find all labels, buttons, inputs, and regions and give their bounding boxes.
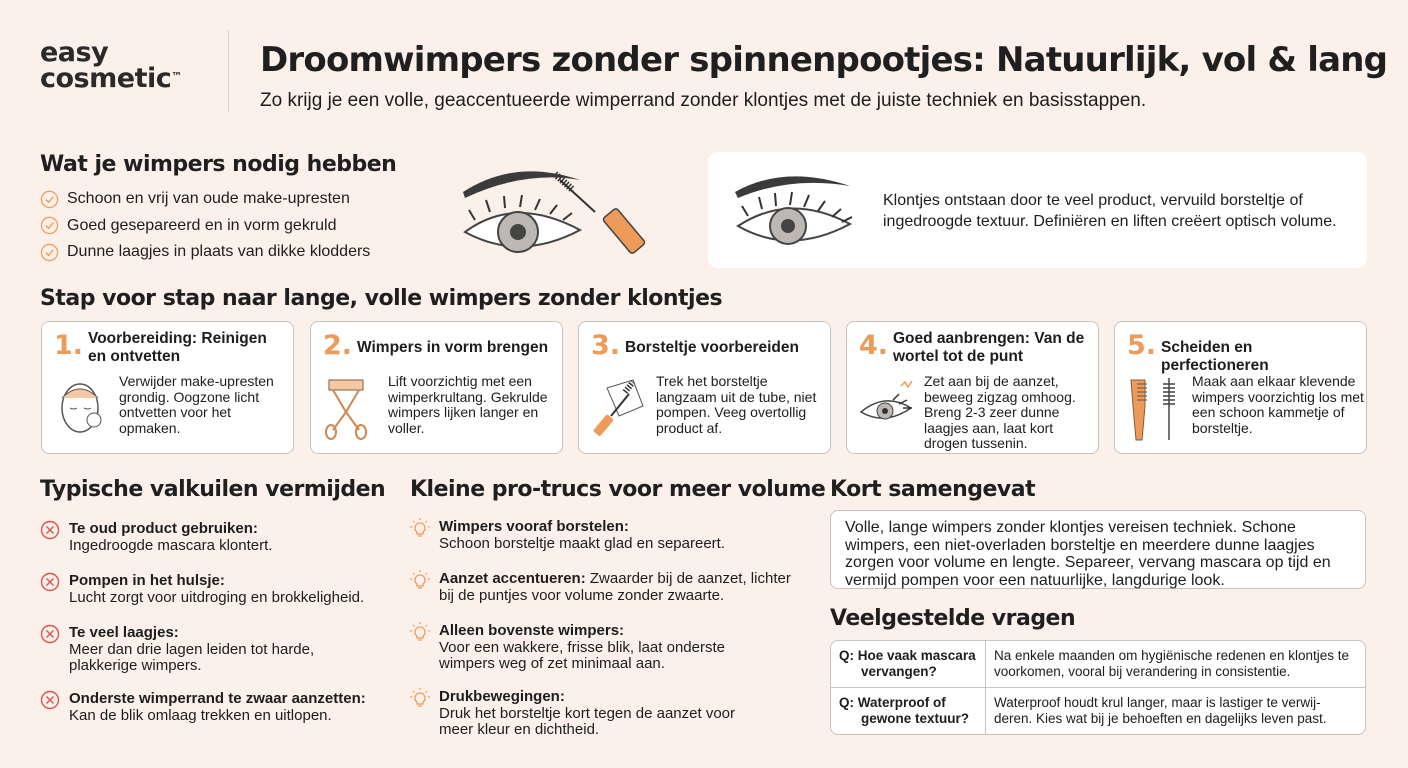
tip-item: Wimpers vooraf borstelen: Schoon borstelt… xyxy=(410,518,726,552)
step-title: Wimpers in vorm brengen xyxy=(357,339,549,356)
x-circle-icon xyxy=(40,690,60,710)
info-text: Klontjes ontstaan door te veel product, … xyxy=(883,192,1337,230)
tip-text: Zwaarder bij de aanzet, lichter bij de p… xyxy=(439,570,791,604)
tip-title: Alleen bovenste wimpers: xyxy=(439,622,625,639)
check-circle-icon xyxy=(40,217,59,235)
step-text: Zet aan bij de aanzet, beweeg zigzag omh… xyxy=(924,373,1076,451)
faq-answer: Na enkele maanden om hygiënische redenen… xyxy=(986,641,1365,688)
step-text: Verwijder make-upresten grondig. Oogzone… xyxy=(119,373,274,436)
comb-spoolie-icon xyxy=(1130,378,1175,441)
pitfall-title: Te veel laagjes: xyxy=(69,624,179,641)
lightbulb-icon xyxy=(410,570,430,589)
logo-tm: ™ xyxy=(171,70,182,83)
step-text: Trek het borsteltje langzaam uit de tube… xyxy=(656,373,817,436)
step-title: Scheiden en perfectioneren xyxy=(1161,339,1269,374)
needs-item: Schoon en vrij van oude make-upresten xyxy=(40,186,370,213)
step-number: 2. xyxy=(323,330,353,361)
step-number: 1. xyxy=(54,330,84,361)
mascara-tissue-icon xyxy=(593,379,644,436)
header-divider xyxy=(228,30,229,112)
pitfalls-heading: Typische valkuilen vermijden xyxy=(40,477,386,502)
info-card: Klontjes ontstaan door te veel product, … xyxy=(708,152,1367,268)
tip-text: Druk het borsteltje kort tegen de aanzet… xyxy=(439,704,736,738)
tip-item: Drukbewegingen: Druk het borsteltje kort … xyxy=(410,688,760,739)
needs-item: Dunne laagjes in plaats van dikke klodde… xyxy=(40,239,370,266)
brand-logo: easy cosmetic™ xyxy=(40,37,182,94)
tip-title: Drukbewegingen: xyxy=(439,688,565,705)
pitfall-text: Ingedroogde mascara klontert. xyxy=(69,536,273,554)
faq-table: Q: Hoe vaak mascara vervangen? Na enkele … xyxy=(830,640,1366,735)
x-circle-icon xyxy=(40,520,60,540)
faq-row: Q: Waterproof of gewone textuur? Waterpro… xyxy=(831,688,1365,734)
step-card-5: 5. Scheiden en perfectioneren Maak aan e… xyxy=(1114,321,1367,454)
eyelash-curler-icon xyxy=(325,379,367,440)
step-number: 5. xyxy=(1127,330,1157,361)
tip-title: Wimpers vooraf borstelen: xyxy=(439,518,629,535)
needs-item-text: Dunne laagjes in plaats van dikke klodde… xyxy=(67,243,371,261)
pitfall-text: Lucht zorgt voor uitdroging en brokkelig… xyxy=(69,588,365,606)
step-text: Maak aan elkaar klevende wimpers voorzic… xyxy=(1192,373,1364,436)
step-number: 3. xyxy=(591,330,621,361)
needs-heading: Wat je wimpers nodig hebben xyxy=(40,152,397,177)
lightbulb-icon xyxy=(410,688,430,707)
logo-line2: cosmetic xyxy=(40,63,172,94)
pitfall-text: Meer dan drie lagen leiden tot harde, pl… xyxy=(69,640,315,674)
tip-text: Schoon borsteltje maakt glad en separeer… xyxy=(439,534,726,552)
faq-question-text: Q: Hoe vaak mascara vervangen? xyxy=(839,648,976,679)
faq-answer: Waterproof houdt krul langer, maar is la… xyxy=(994,695,1327,726)
pitfall-item: Onderste wimperrand te zwaar aanzetten: K… xyxy=(40,690,366,724)
eye-mascara-illustration xyxy=(463,171,646,254)
summary-box: Volle, lange wimpers zonder klontjes ver… xyxy=(830,510,1366,589)
needs-list: Schoon en vrij van oude make-upresten Go… xyxy=(40,186,370,266)
tip-text: Voor een wakkere, frisse blik, laat onde… xyxy=(439,638,725,672)
faq-row: Q: Hoe vaak mascara vervangen? Na enkele … xyxy=(831,641,1365,688)
page-subtitle: Zo krijg je een volle, geaccentueerde wi… xyxy=(260,90,1147,111)
logo-line1: easy xyxy=(40,37,109,68)
pitfall-text: Kan de blik omlaag trekken en uitlopen. xyxy=(69,706,332,724)
faq-question: Q: Waterproof of gewone textuur? xyxy=(831,688,986,734)
summary-heading: Kort samengevat xyxy=(830,477,1036,502)
x-circle-icon xyxy=(40,624,60,644)
step-card-4: 4. Goed aanbrengen: Van de wortel tot de… xyxy=(846,321,1099,454)
step-number: 4. xyxy=(859,330,889,361)
eye-zigzag-icon xyxy=(859,380,913,420)
pitfall-item: Pompen in het hulsje: Lucht zorgt voor ui… xyxy=(40,572,365,606)
lightbulb-icon xyxy=(410,622,430,641)
face-cotton-pad-icon xyxy=(61,383,102,433)
needs-item-text: Schoon en vrij van oude make-upresten xyxy=(67,190,350,208)
pitfall-item: Te oud product gebruiken: Ingedroogde mas… xyxy=(40,520,273,554)
step-card-3: 3. Borsteltje voorbereiden Trek het bors… xyxy=(578,321,831,454)
step-card-1: 1. Voorbereiding: Reinigen en ontvetten … xyxy=(41,321,294,454)
page-title: Droomwimpers zonder spinnenpootjes: Natu… xyxy=(260,40,1388,80)
tip-title: Aanzet accentueren: xyxy=(439,570,586,587)
tips-heading: Kleine pro-trucs voor meer volume xyxy=(410,477,826,502)
steps-heading: Stap voor stap naar lange, volle wimpers… xyxy=(40,286,723,311)
step-title: Goed aanbrengen: Van de wortel tot de pu… xyxy=(893,330,1085,365)
faq-question: Q: Hoe vaak mascara vervangen? xyxy=(831,641,986,688)
check-circle-icon xyxy=(40,190,59,208)
step-title: Borsteltje voorbereiden xyxy=(625,339,799,356)
faq-question-text: Q: Waterproof of gewone textuur? xyxy=(839,695,970,726)
needs-item-text: Goed gesepareerd en in vorm gekruld xyxy=(67,216,337,234)
x-circle-icon xyxy=(40,572,60,592)
pitfall-item: Te veel laagjes: Meer dan drie lagen leid… xyxy=(40,624,340,675)
step-card-2: 2. Wimpers in vorm brengen Lift voorzich… xyxy=(310,321,563,454)
tip-item: Alleen bovenste wimpers: Voor een wakkere… xyxy=(410,622,740,673)
check-circle-icon xyxy=(40,243,59,261)
step-text: Lift voorzichtig met een wimperkrultang.… xyxy=(388,373,548,436)
pitfall-title: Te oud product gebruiken: xyxy=(69,520,258,537)
lightbulb-icon xyxy=(410,518,430,537)
step-title: Voorbereiding: Reinigen en ontvetten xyxy=(88,330,267,365)
needs-item: Goed gesepareerd en in vorm gekruld xyxy=(40,213,370,240)
eye-lashes-icon xyxy=(735,176,853,245)
pitfall-title: Onderste wimperrand te zwaar aanzetten: xyxy=(69,690,366,707)
pitfall-title: Pompen in het hulsje: xyxy=(69,572,225,589)
tip-item: Aanzet accentueren: Zwaarder bij de aanz… xyxy=(410,570,800,604)
faq-heading: Veelgestelde vragen xyxy=(830,606,1076,631)
